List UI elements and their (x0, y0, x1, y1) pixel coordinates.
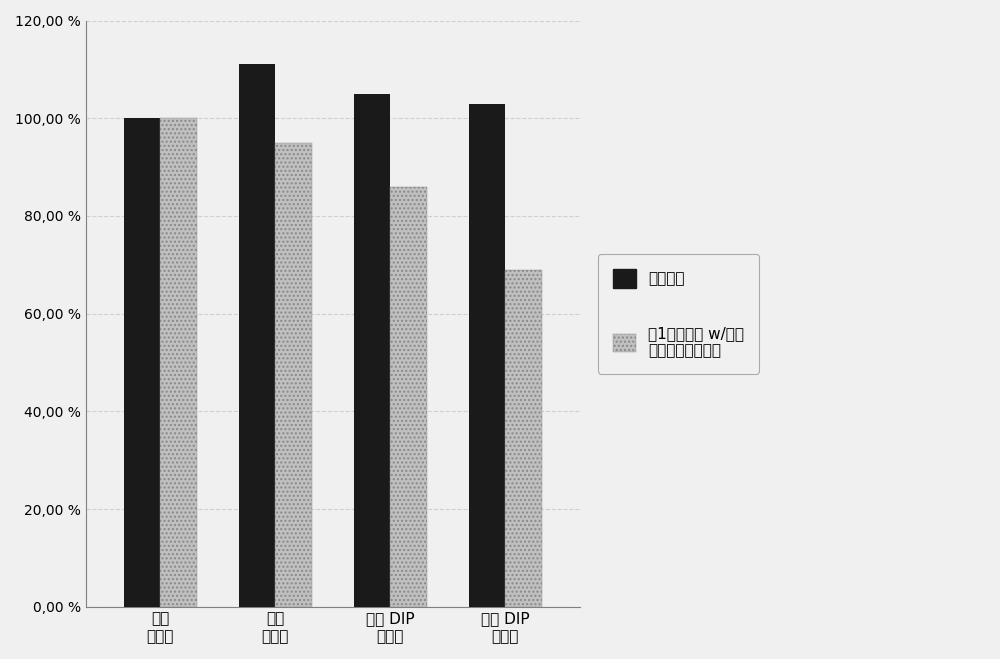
Legend: 参比条件, 在1个月之后 w/所掺
入的有机硅衍生物: 参比条件, 在1个月之后 w/所掺 入的有机硅衍生物 (598, 254, 759, 374)
Bar (390, 186, 427, 607)
Bar (469, 103, 505, 607)
Bar (275, 142, 312, 607)
Bar (124, 118, 160, 607)
Bar (354, 94, 390, 607)
Bar (160, 118, 197, 607)
Bar (505, 270, 542, 607)
Bar (239, 65, 275, 607)
